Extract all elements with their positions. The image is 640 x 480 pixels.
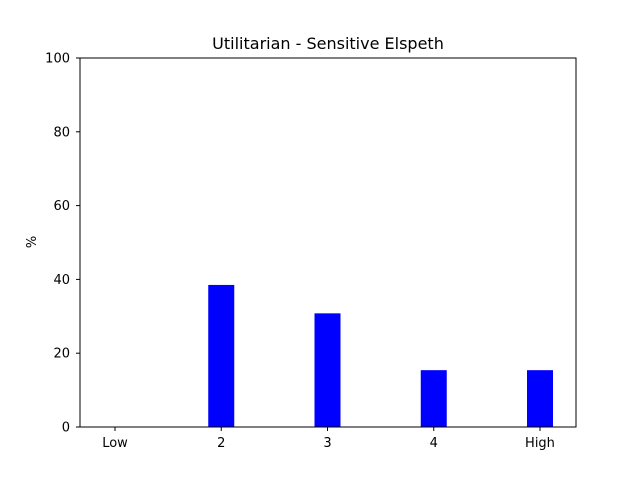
- x-tick-label: High: [525, 436, 555, 451]
- x-tick-label: Low: [102, 436, 128, 451]
- chart-title: Utilitarian - Sensitive Elspeth: [212, 34, 444, 53]
- bar-4: [420, 370, 447, 427]
- y-tick-label: 80: [53, 125, 70, 140]
- x-axis-ticks: Low 2 3 4 High: [102, 427, 555, 451]
- y-axis-label: %: [25, 236, 40, 248]
- y-axis-ticks: 0 20 40 60 80 100: [45, 52, 80, 436]
- bar-2: [208, 284, 235, 427]
- plot-frame: [79, 57, 577, 428]
- y-tick-label: 0: [62, 421, 70, 436]
- y-tick-label: 100: [45, 52, 70, 67]
- x-tick-label: 2: [217, 436, 225, 451]
- bars-group: [208, 284, 553, 427]
- x-tick-label: 3: [323, 436, 331, 451]
- bar-3: [314, 313, 341, 427]
- bar-high: [527, 370, 553, 427]
- y-tick-label: 20: [53, 347, 70, 362]
- y-tick-label: 60: [53, 199, 70, 214]
- y-tick-label: 40: [53, 273, 70, 288]
- x-tick-label: 4: [430, 436, 438, 451]
